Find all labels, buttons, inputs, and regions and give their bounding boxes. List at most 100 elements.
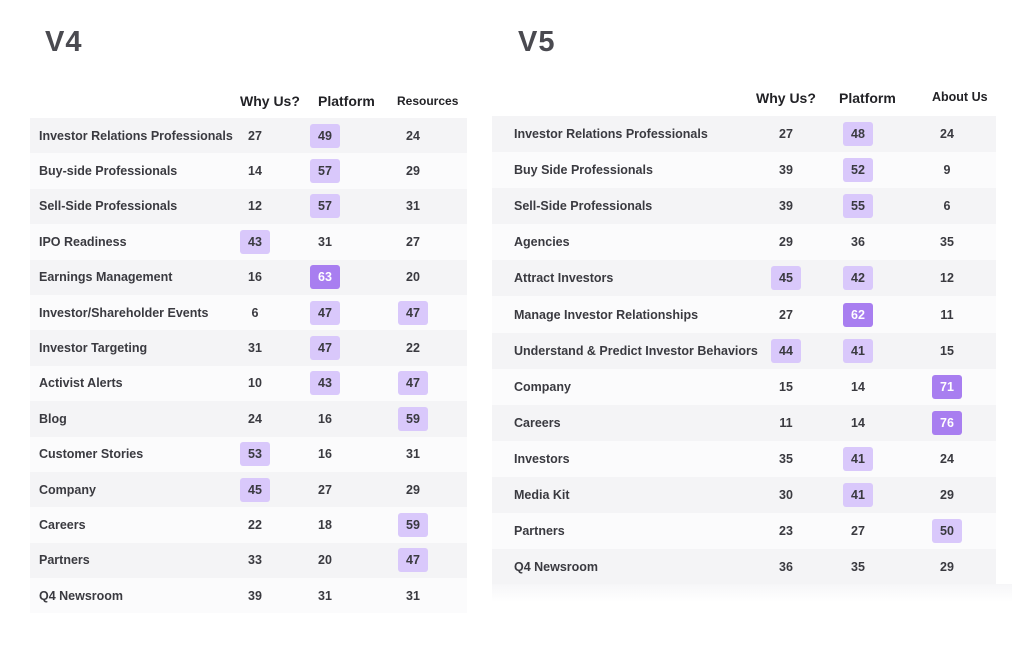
v5-cell-col1: 11	[779, 415, 793, 430]
v5-col-header-why-us: Why Us?	[756, 90, 816, 106]
v5-cell-col3: 24	[940, 127, 954, 142]
v4-row-label: Earnings Management	[39, 270, 173, 285]
v5-cell-col2: 55	[843, 194, 873, 219]
v4-table-row: Earnings Management 16 63 20	[30, 259, 467, 295]
v5-row-label: Media Kit	[514, 487, 570, 502]
v5-cell-col1: 45	[771, 266, 801, 291]
v5-table-row: Understand & Predict Investor Behaviors 4…	[492, 332, 996, 369]
v4-cell-col3: 20	[406, 270, 420, 285]
v5-row-label: Manage Investor Relationships	[514, 307, 699, 322]
v5-row-label: Sell-Side Professionals	[514, 199, 653, 214]
v4-cell-col2: 63	[310, 265, 340, 290]
v5-cell-col1: 36	[779, 560, 793, 575]
v4-cell-col3: 29	[406, 164, 420, 179]
v5-cell-col2: 35	[851, 560, 865, 575]
v4-cell-col3: 29	[406, 482, 420, 497]
v4-table-row: Investor Targeting 31 47 22	[30, 330, 467, 366]
v5-cell-col3: 15	[940, 343, 954, 358]
v4-cell-col1: 33	[248, 553, 262, 568]
v4-cell-col2: 31	[318, 588, 332, 603]
v4-table-row: Blog 24 16 59	[30, 401, 467, 437]
v4-row-label: Sell-Side Professionals	[39, 199, 178, 214]
v5-row-label: Understand & Predict Investor Behaviors	[514, 343, 758, 358]
v4-cell-col3: 59	[398, 406, 428, 431]
v4-cell-col2: 47	[310, 336, 340, 361]
v5-table-row: Attract Investors 45 42 12	[492, 260, 996, 297]
v4-cell-col3: 22	[406, 341, 420, 356]
v5-cell-col3: 76	[932, 410, 962, 435]
v5-title: V5	[518, 26, 556, 58]
v4-row-label: Blog	[39, 411, 67, 426]
v5-cell-col2: 62	[843, 302, 873, 327]
v5-table-row: Careers 11 14 76	[492, 404, 996, 441]
v5-cell-col1: 35	[779, 451, 793, 466]
v5-cell-col2: 41	[843, 446, 873, 471]
v4-cell-col1: 39	[248, 588, 262, 603]
v4-cell-col1: 16	[248, 270, 262, 285]
v4-cell-col3: 31	[406, 199, 420, 214]
v4-row-label: Partners	[39, 553, 90, 568]
v5-cell-col3: 35	[940, 235, 954, 250]
v4-table-row: IPO Readiness 43 31 27	[30, 224, 467, 260]
v4-row-label: Investor/Shareholder Events	[39, 305, 209, 320]
v4-cell-col3: 27	[406, 234, 420, 249]
v4-cell-col1: 10	[248, 376, 262, 391]
v4-row-label: Buy-side Professionals	[39, 164, 178, 179]
v4-cell-col1: 45	[240, 477, 270, 502]
v5-table-row: Company 15 14 71	[492, 368, 996, 405]
v5-row-label: Company	[514, 379, 571, 394]
v4-row-label: Investor Relations Professionals	[39, 128, 233, 143]
v5-table-row: Partners 23 27 50	[492, 513, 996, 550]
v4-cell-col1: 22	[248, 517, 262, 532]
v4-row-label: Activist Alerts	[39, 376, 123, 391]
v5-cell-col1: 27	[779, 127, 793, 142]
v4-table-row: Customer Stories 53 16 31	[30, 436, 467, 472]
v4-row-label: Company	[39, 482, 96, 497]
v4-cell-col1: 12	[248, 199, 262, 214]
v4-table-row: Investor Relations Professionals 27 49 24	[30, 118, 467, 154]
v4-row-label: Q4 Newsroom	[39, 588, 124, 603]
v5-table-row: Investors 35 41 24	[492, 440, 996, 477]
v5-cell-col1: 27	[779, 307, 793, 322]
v5-row-label: Q4 Newsroom	[514, 560, 599, 575]
v5-table-row: Buy Side Professionals 39 52 9	[492, 152, 996, 189]
v5-cell-col2: 14	[851, 415, 865, 430]
v4-col-header-platform: Platform	[318, 93, 375, 109]
v5-row-label: Investor Relations Professionals	[514, 127, 708, 142]
v5-row-label: Partners	[514, 524, 565, 539]
v4-table-row: Activist Alerts 10 43 47	[30, 365, 467, 402]
v4-cell-col3: 59	[398, 512, 428, 537]
v5-cell-col2: 27	[851, 524, 865, 539]
v4-row-label: Customer Stories	[39, 447, 144, 462]
v4-cell-col2: 18	[318, 517, 332, 532]
v5-cell-col1: 44	[771, 338, 801, 363]
v5-cell-col2: 48	[843, 122, 873, 147]
v4-cell-col3: 24	[406, 128, 420, 143]
v4-cell-col1: 14	[248, 164, 262, 179]
v4-col-header-resources: Resources	[397, 94, 459, 108]
v5-cell-col1: 29	[779, 235, 793, 250]
v4-cell-col1: 24	[248, 411, 262, 426]
v5-table: Investor Relations Professionals 27 48 24 Bu…	[492, 116, 996, 586]
v5-cell-col3: 71	[932, 374, 962, 399]
v4-row-label: IPO Readiness	[39, 234, 127, 249]
v5-cell-col2: 41	[843, 338, 873, 363]
v5-cell-col1: 23	[779, 524, 793, 539]
v4-cell-col1: 43	[240, 229, 270, 254]
v4-table-row: Q4 Newsroom 39 31 31	[30, 578, 467, 614]
v5-cell-col3: 29	[940, 560, 954, 575]
v4-row-label: Investor Targeting	[39, 341, 148, 356]
v5-cell-col3: 24	[940, 451, 954, 466]
v5-col-header-platform: Platform	[839, 90, 896, 106]
v5-cell-col2: 52	[843, 158, 873, 183]
v4-cell-col3: 31	[406, 588, 420, 603]
v5-table-row: Media Kit 30 41 29	[492, 476, 996, 514]
v5-cell-col3: 9	[943, 163, 951, 178]
v4-cell-col2: 27	[318, 482, 332, 497]
v4-cell-col2: 20	[318, 553, 332, 568]
v4-cell-col1: 6	[251, 305, 259, 320]
v4-cell-col2: 43	[310, 371, 340, 396]
v4-cell-col1: 27	[248, 128, 262, 143]
v4-cell-col2: 16	[318, 447, 332, 462]
v4-table-row: Investor/Shareholder Events 6 47 47	[30, 294, 467, 331]
